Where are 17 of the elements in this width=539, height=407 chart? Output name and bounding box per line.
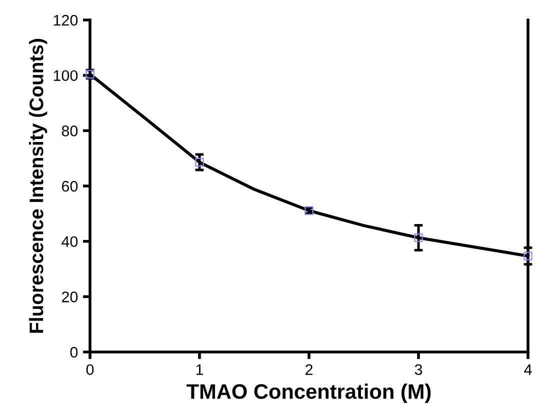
y-axis-title: Fluorescence Intensity (Counts) — [29, 38, 48, 333]
x-tick-label: 4 — [524, 364, 532, 375]
y-tick-label: 40 — [62, 236, 78, 248]
x-tick-label: 0 — [86, 364, 94, 376]
y-tick-label: 20 — [62, 292, 78, 302]
y-tick-label: 120 — [54, 14, 78, 26]
y-tick-label: 100 — [54, 70, 78, 82]
x-tick-label: 1 — [196, 364, 204, 375]
point — [195, 158, 204, 167]
point — [414, 233, 423, 242]
y-tick-label: 0 — [70, 346, 78, 358]
y-tick-label: 60 — [62, 180, 78, 192]
x-tick-label: 2 — [306, 364, 312, 375]
x-tick-label: 3 — [414, 364, 422, 376]
point — [524, 252, 532, 260]
x-axis-title: TMAO Concentration (M) — [186, 384, 431, 404]
y-tick-label: 80 — [62, 126, 78, 136]
